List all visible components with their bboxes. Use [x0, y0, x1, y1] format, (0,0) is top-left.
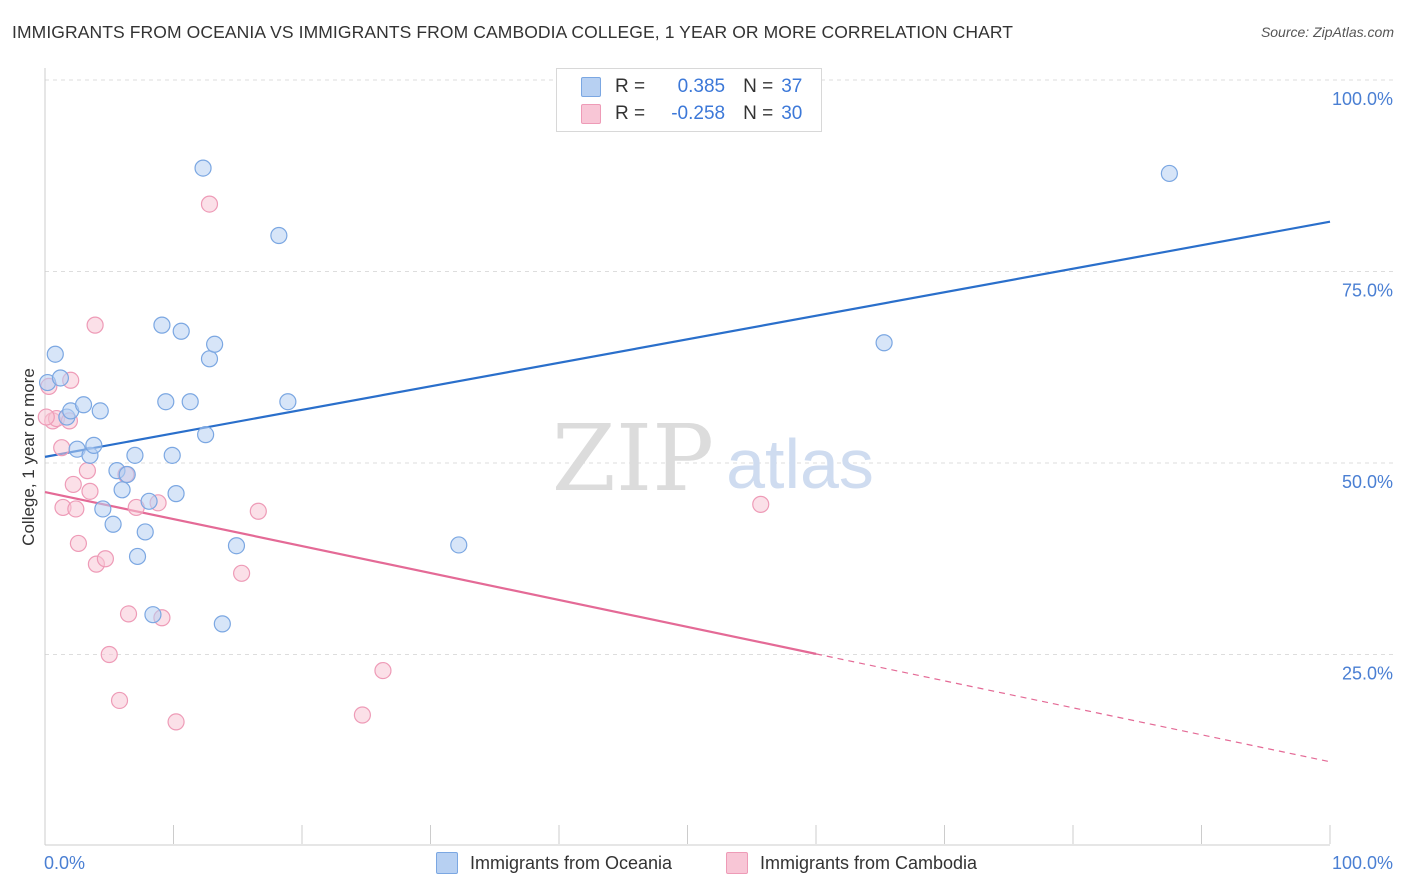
cambodia-point — [37, 408, 55, 426]
cambodia-swatch — [581, 104, 601, 124]
oceania-point — [181, 393, 199, 411]
cambodia-point — [81, 482, 99, 500]
cambodia-point — [353, 706, 371, 724]
r-label: R = — [615, 103, 646, 124]
oceania-point — [144, 606, 162, 624]
oceania-point — [136, 523, 154, 541]
oceania-point — [270, 226, 288, 245]
oceania-point — [104, 515, 122, 533]
oceania-point — [126, 446, 144, 464]
oceania-point — [140, 492, 158, 510]
oceania-r-value: 0.385 — [677, 76, 726, 97]
cambodia-point — [69, 534, 88, 553]
trend-lines — [44, 220, 1331, 763]
cambodia-point — [752, 495, 770, 513]
cambodia-point — [96, 550, 114, 568]
cambodia-point — [200, 195, 219, 213]
oceania-point — [91, 402, 109, 420]
cambodia-legend-swatch — [726, 852, 748, 874]
watermark-zip: ZIP — [552, 405, 714, 512]
watermark: ZIP atlas — [552, 405, 874, 512]
cambodia-point — [86, 316, 104, 334]
oceania-point — [153, 316, 171, 334]
oceania-legend-swatch — [436, 852, 458, 874]
oceania-point — [200, 350, 219, 368]
legend-row-oceania: R = 0.385 N = 37 — [581, 75, 802, 99]
oceania-point — [167, 485, 185, 503]
y-tick-label: 25.0% — [1342, 664, 1393, 684]
oceania-trend-line — [44, 220, 1331, 458]
oceania-point — [51, 369, 70, 387]
cambodia-point — [249, 502, 267, 520]
oceania-point — [74, 396, 93, 414]
oceania-point — [213, 615, 231, 633]
oceania-point — [450, 536, 468, 554]
oceania-point — [118, 465, 136, 484]
oceania-point — [128, 547, 147, 566]
cambodia-r-value: -0.258 — [671, 103, 726, 124]
oceania-point — [197, 426, 215, 444]
oceania-point — [206, 335, 224, 353]
n-label: N = — [743, 103, 774, 124]
bottom-legend-oceania: Immigrants from Oceania — [436, 852, 672, 874]
oceania-point — [85, 436, 103, 454]
oceania-point — [194, 159, 212, 177]
tick-labels: 25.0% 50.0% 75.0% 100.0% 0.0% 100.0% College, … — [19, 89, 1393, 873]
cambodia-point — [64, 475, 82, 494]
n-label: N = — [743, 76, 774, 97]
chart-title: IMMIGRANTS FROM OCEANIA VS IMMIGRANTS FR… — [12, 22, 1014, 42]
cambodia-point — [119, 605, 138, 623]
cambodia-point — [167, 713, 185, 731]
cambodia-point — [233, 564, 251, 582]
legend-row-cambodia: R = -0.258 N = 30 — [581, 102, 802, 126]
source-label: Source: ZipAtlas.com — [1260, 24, 1394, 40]
cambodia-trend-line-extrapolated — [815, 653, 1331, 763]
bottom-legend-cambodia: Immigrants from Cambodia — [726, 852, 977, 874]
oceania-point — [94, 500, 112, 518]
y-tick-label: 75.0% — [1342, 281, 1393, 301]
cambodia-point — [100, 645, 118, 664]
x-tick-label: 0.0% — [44, 853, 85, 873]
oceania-legend-label: Immigrants from Oceania — [470, 852, 673, 873]
cambodia-point — [110, 691, 129, 710]
oceania-point — [113, 481, 131, 499]
oceania-point — [46, 345, 64, 363]
cambodia-point — [67, 500, 85, 518]
x-tick-label: 100.0% — [1332, 853, 1393, 873]
cambodia-point — [78, 462, 97, 480]
y-tick-label: 50.0% — [1342, 472, 1393, 492]
data-points — [37, 159, 1178, 731]
oceania-point — [1160, 164, 1178, 183]
oceania-point — [157, 393, 175, 411]
cambodia-point — [53, 439, 71, 457]
oceania-point — [279, 393, 297, 411]
r-label: R = — [615, 76, 646, 97]
oceania-point — [172, 322, 190, 340]
cambodia-n-value: 30 — [781, 103, 803, 124]
oceania-point — [875, 334, 893, 352]
cambodia-point — [374, 661, 392, 680]
cambodia-trend-line — [44, 491, 817, 655]
y-axis-label: College, 1 year or more — [19, 368, 38, 546]
oceania-point — [227, 537, 246, 555]
oceania-n-value: 37 — [781, 76, 803, 97]
y-tick-label: 100.0% — [1332, 89, 1393, 109]
oceania-swatch — [581, 77, 601, 97]
correlation-legend: R = 0.385 N = 37 R = -0.258 N = 30 — [556, 68, 822, 132]
cambodia-legend-label: Immigrants from Cambodia — [760, 852, 978, 873]
oceania-point — [163, 446, 181, 464]
watermark-atlas: atlas — [726, 425, 874, 503]
